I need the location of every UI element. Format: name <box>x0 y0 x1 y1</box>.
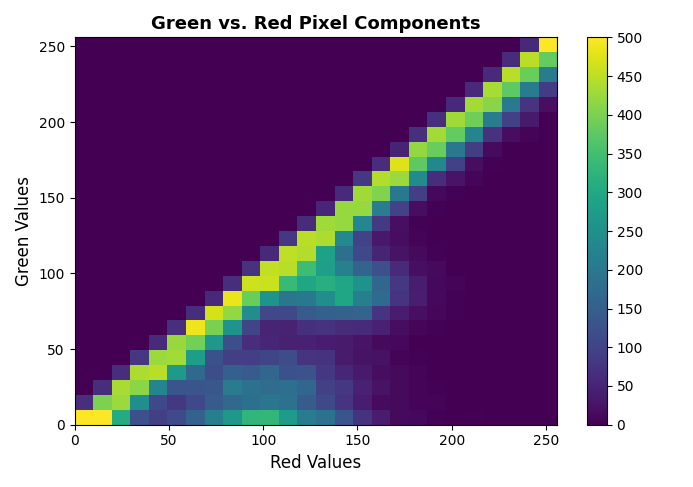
X-axis label: Red Values: Red Values <box>270 454 362 472</box>
Title: Green vs. Red Pixel Components: Green vs. Red Pixel Components <box>151 15 481 33</box>
Y-axis label: Green Values: Green Values <box>15 176 33 286</box>
